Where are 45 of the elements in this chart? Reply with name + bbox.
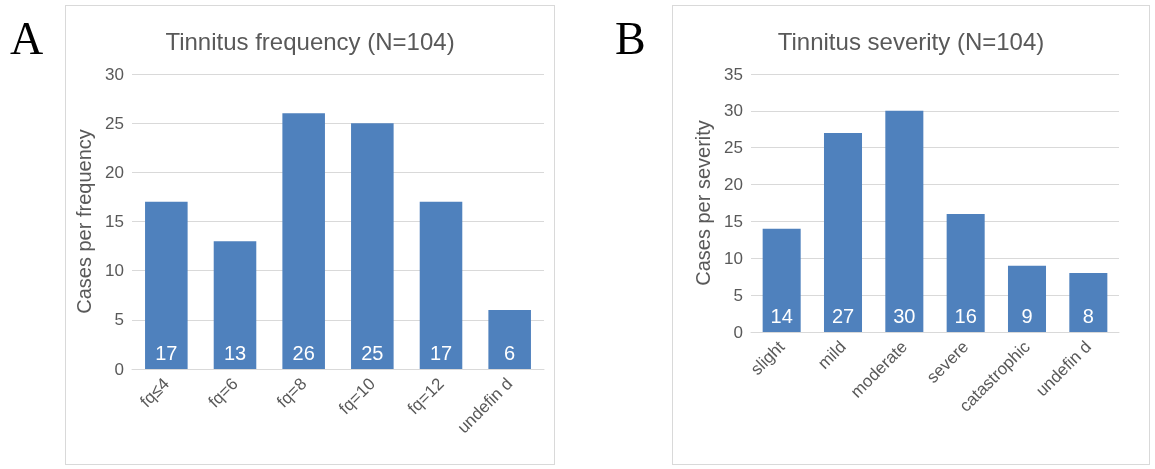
bar xyxy=(351,123,394,369)
y-tick-label: 15 xyxy=(105,212,124,231)
y-tick-label: 10 xyxy=(105,261,124,281)
data-label: 26 xyxy=(292,342,315,364)
y-tick-label: 15 xyxy=(724,211,743,231)
y-tick-label: 5 xyxy=(114,310,124,330)
data-label: 6 xyxy=(504,342,516,364)
text: A xyxy=(10,12,44,65)
y-tick-label: 0 xyxy=(114,359,124,379)
y-tick-label: 25 xyxy=(724,138,743,158)
bar xyxy=(488,310,531,369)
data-label: 16 xyxy=(954,305,977,327)
y-tick-label: 10 xyxy=(724,248,743,268)
data-label: 14 xyxy=(770,305,793,327)
bar xyxy=(419,201,463,369)
y-tick-label: 0 xyxy=(733,322,743,342)
data-label: 13 xyxy=(223,342,247,364)
bar xyxy=(885,110,924,332)
bar xyxy=(145,201,188,369)
y-tick-label: 25 xyxy=(105,113,124,133)
bar xyxy=(213,241,257,369)
bar xyxy=(1007,265,1047,332)
y-axis-title: Cases per frequency xyxy=(73,129,95,314)
y-tick-label: 5 xyxy=(733,285,743,305)
bar xyxy=(762,228,801,332)
y-tick-label: 20 xyxy=(105,162,124,182)
chart-title: Tinnitus frequency (N=104) xyxy=(165,27,455,55)
data-label: 17 xyxy=(429,342,453,364)
data-label: 8 xyxy=(1082,305,1094,327)
text: B xyxy=(615,12,646,65)
y-tick-label: 30 xyxy=(724,101,743,121)
bar xyxy=(823,132,863,332)
bar xyxy=(1069,273,1108,332)
bar xyxy=(946,214,985,332)
bar xyxy=(282,113,325,369)
data-label: 17 xyxy=(155,342,178,364)
data-label: 30 xyxy=(893,305,916,327)
y-tick-label: 20 xyxy=(724,175,743,195)
data-label: 9 xyxy=(1021,305,1033,327)
data-label: 27 xyxy=(831,305,855,327)
y-tick-label: 35 xyxy=(724,64,743,84)
y-tick-label: 30 xyxy=(105,64,124,84)
data-label: 25 xyxy=(361,342,384,364)
y-axis-title: Cases per severity xyxy=(692,120,714,286)
chart-title: Tinnitus severity (N=104) xyxy=(777,27,1045,55)
